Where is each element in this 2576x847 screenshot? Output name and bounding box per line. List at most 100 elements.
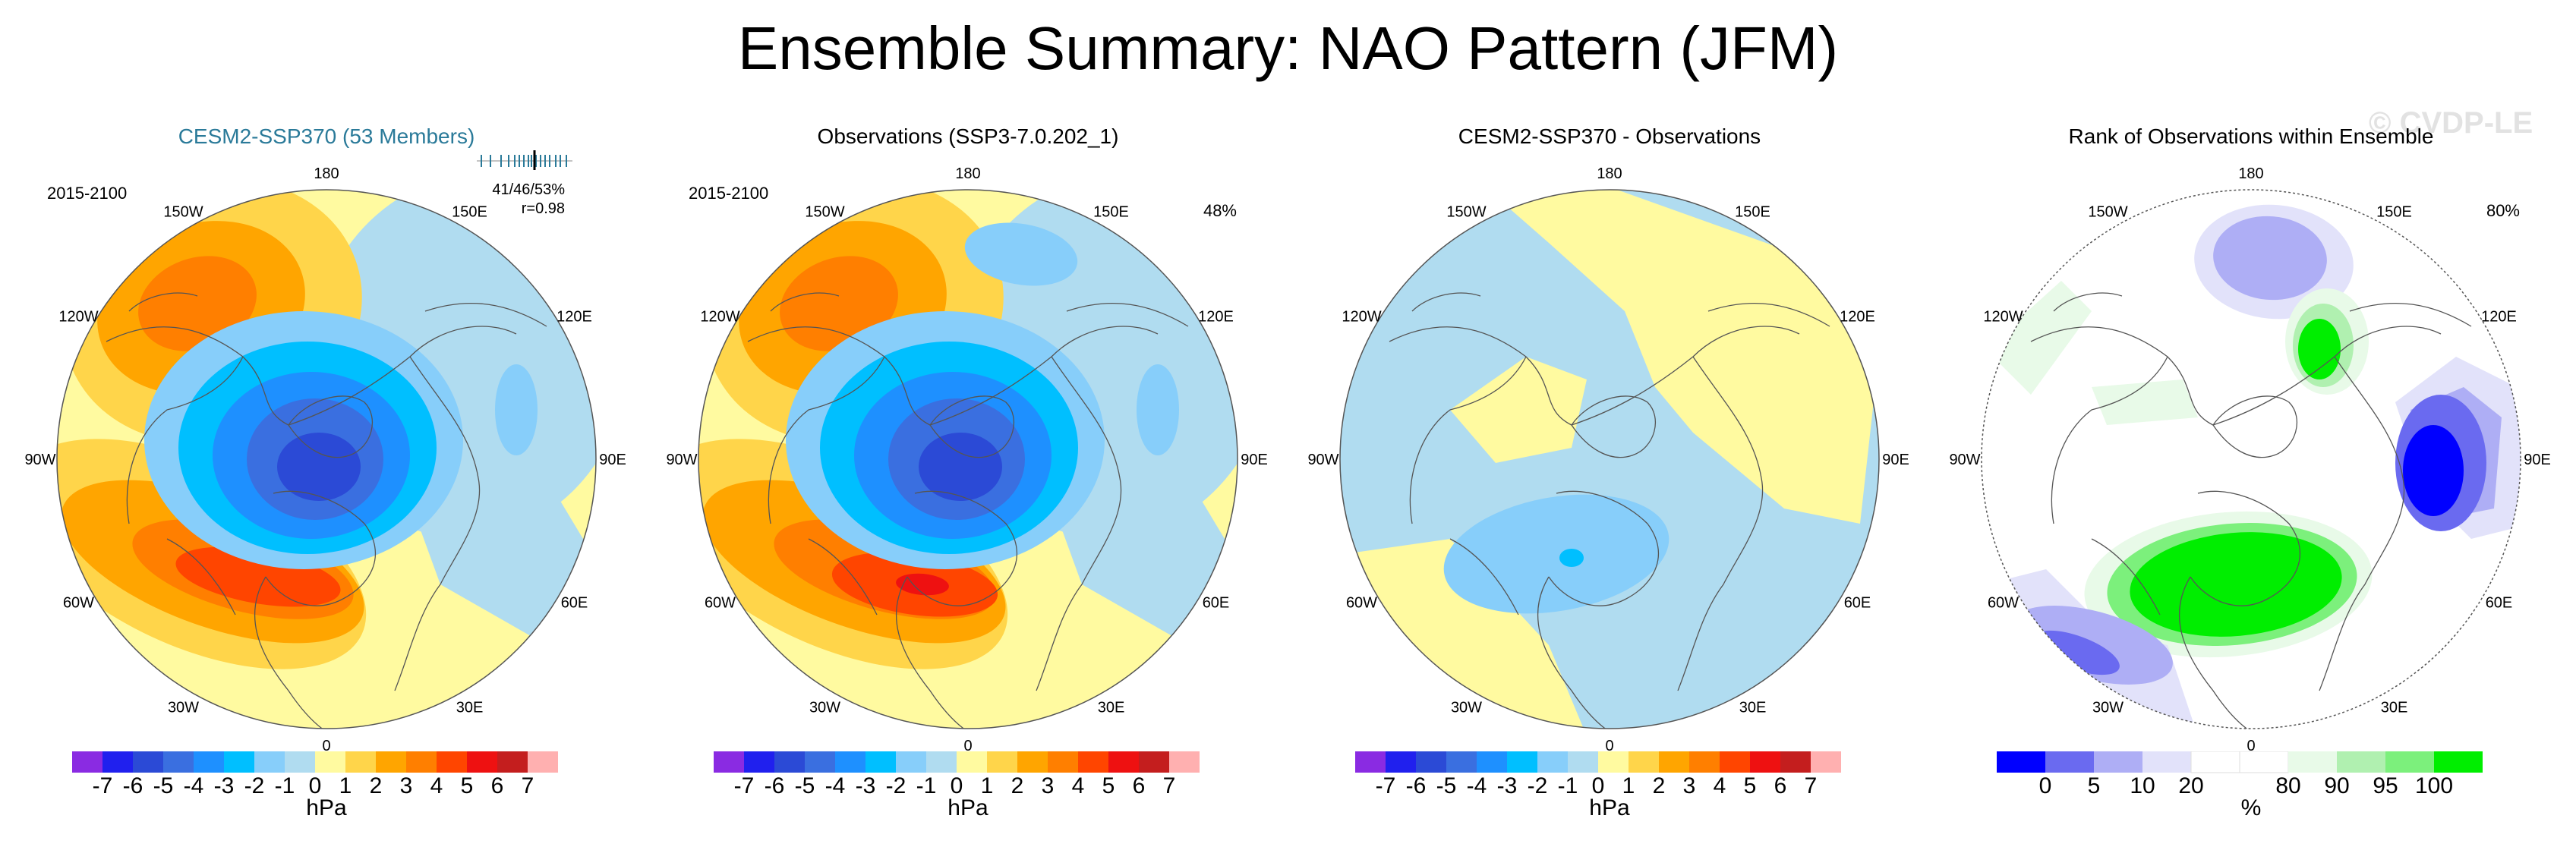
polar-map: 180 150E 120E 90E 60E 30E 0 30W 60W 90W 120W 150W: [666, 165, 1268, 751]
lon-label: 120W: [58, 309, 98, 326]
colorbar-swatch: [194, 751, 224, 773]
colorbar-tick-label: 4: [1714, 773, 1726, 797]
colorbar: 0 5 10 20 80 90 95 100: [1997, 751, 2483, 797]
colorbar-tick-label: -5: [153, 773, 174, 797]
lon-label: 120E: [557, 309, 592, 326]
colorbar-swatch: [2434, 751, 2483, 773]
stats-line-2: r=0.98: [521, 200, 565, 217]
colorbar-swatch: [163, 751, 194, 773]
lon-label: 30E: [2381, 699, 2408, 716]
colorbar-tick-label: 0: [2039, 773, 2052, 797]
lon-label: 30W: [168, 699, 199, 716]
colorbar-tick-label: 2: [1011, 773, 1024, 797]
colorbar-swatch: [254, 751, 285, 773]
colorbar-swatch: [1780, 751, 1811, 773]
lon-label: 0: [1605, 738, 1613, 751]
colorbar-swatch: [1598, 751, 1629, 773]
colorbar-swatch: [896, 751, 926, 773]
lon-label: 120E: [2481, 309, 2517, 326]
lon-label: 120W: [700, 309, 739, 326]
lon-label: 150E: [452, 204, 487, 221]
colorbar-tick-label: -3: [856, 773, 876, 797]
colorbar-swatch: [406, 751, 437, 773]
panel-title: CESM2-SSP370 (53 Members): [178, 124, 475, 148]
colorbar-swatch: [1997, 751, 2045, 773]
colorbar-tick-label: -4: [825, 773, 846, 797]
colorbar-swatch: [1811, 751, 1841, 773]
colorbar-swatch: [1108, 751, 1139, 773]
colorbar-swatch: [467, 751, 497, 773]
colorbar-tick-label: -7: [734, 773, 755, 797]
lon-label: 90W: [24, 452, 55, 468]
lon-label: 60E: [2486, 595, 2513, 612]
colorbar-swatch: [987, 751, 1017, 773]
panel-rank: Rank of Observations within Ensemble 80%…: [1940, 114, 2562, 827]
lon-label: 30E: [456, 699, 484, 716]
lon-label: 90W: [666, 452, 697, 468]
colorbar-tick-label: -3: [1497, 773, 1518, 797]
colorbar-tick-label: -7: [93, 773, 113, 797]
lon-label: 60W: [705, 595, 736, 612]
colorbar-tick-label: 5: [2088, 773, 2101, 797]
colorbar-swatch: [774, 751, 805, 773]
colorbar-tick-label: 5: [461, 773, 474, 797]
polar-map: 180 150E 120E 90E 60E 30E 0 30W 60W 90W 120W 150W: [1307, 165, 1909, 751]
colorbar-swatch: [1446, 751, 1477, 773]
colorbar-tick-label: 10: [2130, 773, 2155, 797]
colorbar-swatch: [2190, 751, 2240, 773]
colorbar-tick-label: 6: [1774, 773, 1787, 797]
colorbar-swatch: [2337, 751, 2385, 773]
lon-label: 120E: [1840, 309, 1875, 326]
lon-label: 150W: [2088, 204, 2127, 221]
colorbar-tick-label: 6: [1133, 773, 1146, 797]
colorbar-swatch: [528, 751, 558, 773]
colorbar-tick-label: 95: [2373, 773, 2398, 797]
colorbar-swatch: [497, 751, 528, 773]
lon-label: 150W: [1446, 204, 1486, 221]
colorbar-tick-label: 4: [430, 773, 443, 797]
period-label: 2015-2100: [47, 184, 128, 203]
lon-label: 0: [2247, 738, 2255, 751]
lon-label: 150E: [1093, 204, 1129, 221]
colorbar-swatch: [285, 751, 315, 773]
colorbar-tick-label: 6: [491, 773, 504, 797]
colorbar-tick-label: 0: [951, 773, 963, 797]
main-title: Ensemble Summary: NAO Pattern (JFM): [737, 14, 1839, 82]
colorbar-swatch: [1750, 751, 1780, 773]
lon-label: 180: [314, 165, 339, 182]
colorbar-swatch: [1537, 751, 1568, 773]
colorbar-swatch: [2045, 751, 2094, 773]
colorbar-swatch: [1386, 751, 1416, 773]
lon-label: 90E: [1882, 452, 1909, 468]
colorbar-swatch: [835, 751, 865, 773]
colorbar-tick-label: 3: [400, 773, 413, 797]
colorbar-tick-label: -3: [214, 773, 235, 797]
lon-label: 90W: [1949, 452, 1980, 468]
colorbar-swatch: [437, 751, 467, 773]
colorbar-swatch: [744, 751, 774, 773]
watermark: © CVDP-LE: [2369, 106, 2533, 140]
colorbar-tick-label: 100: [2415, 773, 2453, 797]
lon-label: 60E: [1203, 595, 1230, 612]
colorbar-swatch: [2385, 751, 2434, 773]
colorbar-tick-label: -6: [123, 773, 143, 797]
lon-label: 150W: [163, 204, 203, 221]
colorbar-swatch: [1017, 751, 1048, 773]
colorbar-swatch: [315, 751, 345, 773]
colorbar-swatch: [1568, 751, 1598, 773]
lon-label: 90E: [2524, 452, 2551, 468]
lon-label: 30E: [1098, 699, 1125, 716]
lon-label: 180: [2238, 165, 2263, 182]
colorbar-unit: hPa: [947, 795, 988, 820]
colorbar-tick-label: 0: [1592, 773, 1605, 797]
colorbar-tick-label: -4: [1467, 773, 1487, 797]
colorbar-tick-label: -2: [244, 773, 265, 797]
colorbar-tick-label: 90: [2324, 773, 2349, 797]
lon-label: 0: [322, 738, 330, 751]
colorbar-swatch: [376, 751, 406, 773]
polar-map: 180 150E 120E 90E 60E 30E 0 30W 60W 90W 120W 150W: [1949, 165, 2551, 751]
colorbar-tick-label: -5: [1436, 773, 1457, 797]
lon-label: 90E: [1241, 452, 1268, 468]
colorbar-tick-label: 3: [1042, 773, 1055, 797]
panel-model-mean: CESM2-SSP370 (53 Members) 2015-2100 41/4…: [15, 114, 638, 827]
